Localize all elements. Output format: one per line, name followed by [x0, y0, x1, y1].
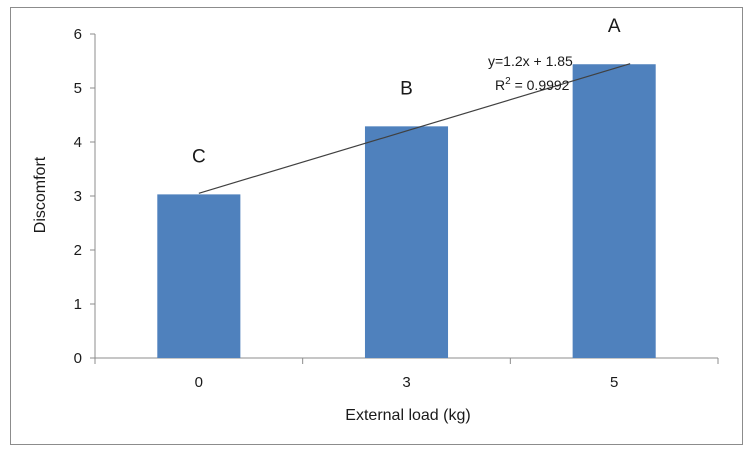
x-tick-label: 3 — [402, 374, 410, 391]
x-axis-title: External load (kg) — [345, 407, 470, 424]
trendline — [198, 63, 631, 194]
x-tick-label: 5 — [610, 374, 618, 391]
bar-letter-label: B — [400, 78, 413, 99]
bar — [572, 64, 656, 359]
trendline-equation: y=1.2x + 1.85 R2 = 0.9992 — [488, 53, 573, 93]
bars — [157, 64, 656, 359]
trendline-equation-text: y=1.2x + 1.85 — [488, 53, 573, 69]
bar — [157, 194, 241, 358]
bar-labels: C B A — [192, 16, 621, 167]
y-tick-label: 4 — [74, 134, 82, 151]
y-tick-label: 5 — [74, 80, 82, 97]
y-tick-label: 0 — [74, 350, 82, 367]
y-tick-label: 2 — [74, 242, 82, 259]
y-tick-label: 1 — [74, 296, 82, 313]
bar-letter-label: C — [192, 146, 206, 167]
trendline-line — [198, 63, 631, 194]
x-axis: 0 3 5 — [94, 357, 719, 391]
y-tick-label: 3 — [74, 188, 82, 205]
x-tick-label: 0 — [195, 374, 203, 391]
y-axis-title: Discomfort — [32, 156, 49, 233]
y-tick-label: 6 — [74, 26, 82, 43]
y-axis: 0 1 2 3 4 5 6 — [74, 26, 96, 367]
bar — [364, 126, 449, 358]
bar-letter-label: A — [608, 16, 621, 37]
trendline-r2-text: R2 = 0.9992 — [495, 76, 570, 93]
